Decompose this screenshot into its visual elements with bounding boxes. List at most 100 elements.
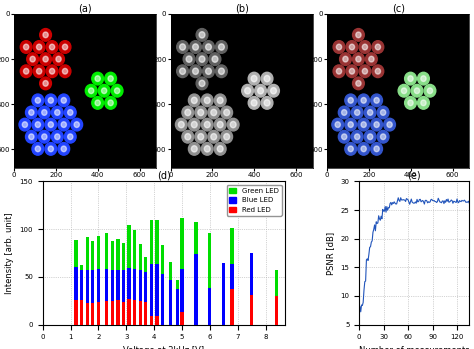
Circle shape — [337, 68, 342, 74]
Circle shape — [59, 41, 71, 53]
Circle shape — [358, 94, 370, 107]
Circle shape — [52, 106, 63, 119]
Circle shape — [108, 76, 113, 81]
Circle shape — [35, 146, 40, 152]
Bar — [110, 301, 114, 325]
Circle shape — [365, 131, 376, 143]
Circle shape — [208, 106, 219, 119]
Bar — [122, 302, 125, 325]
Circle shape — [338, 131, 350, 143]
Circle shape — [208, 131, 219, 143]
Circle shape — [95, 76, 100, 81]
Circle shape — [408, 76, 413, 81]
Circle shape — [33, 41, 45, 53]
Bar — [250, 253, 253, 325]
Circle shape — [204, 97, 210, 104]
Circle shape — [56, 56, 61, 62]
Circle shape — [361, 122, 366, 127]
Circle shape — [261, 97, 273, 109]
Bar — [128, 225, 131, 325]
Circle shape — [175, 118, 187, 131]
Circle shape — [258, 88, 264, 94]
Circle shape — [355, 110, 360, 115]
Circle shape — [346, 65, 358, 77]
Circle shape — [63, 68, 68, 74]
Circle shape — [351, 131, 363, 143]
Circle shape — [217, 97, 223, 104]
Circle shape — [358, 142, 370, 155]
Circle shape — [251, 75, 257, 82]
Y-axis label: PSNR [dB]: PSNR [dB] — [326, 231, 335, 275]
Bar — [116, 239, 119, 325]
Circle shape — [212, 56, 218, 62]
Circle shape — [351, 106, 363, 119]
Circle shape — [401, 88, 407, 94]
Circle shape — [418, 72, 429, 85]
Bar — [86, 237, 89, 325]
Circle shape — [55, 134, 60, 140]
Circle shape — [61, 122, 66, 127]
Bar — [138, 301, 142, 325]
Circle shape — [191, 121, 197, 128]
Circle shape — [345, 118, 356, 131]
Circle shape — [405, 97, 416, 109]
Bar — [91, 303, 94, 325]
Bar — [230, 265, 234, 325]
Circle shape — [24, 44, 29, 50]
Circle shape — [251, 100, 257, 106]
Circle shape — [384, 118, 395, 131]
Circle shape — [381, 134, 386, 140]
Bar — [155, 220, 159, 325]
Circle shape — [40, 29, 52, 41]
Circle shape — [114, 88, 120, 94]
Circle shape — [199, 80, 205, 87]
Circle shape — [343, 56, 348, 62]
Circle shape — [24, 68, 29, 74]
Circle shape — [186, 56, 192, 62]
Circle shape — [74, 122, 79, 127]
Circle shape — [211, 109, 217, 116]
Circle shape — [408, 100, 413, 106]
Bar — [74, 240, 78, 325]
Circle shape — [230, 121, 236, 128]
Bar — [169, 262, 173, 325]
Bar — [128, 299, 131, 325]
Circle shape — [264, 75, 270, 82]
Circle shape — [26, 106, 37, 119]
Circle shape — [421, 100, 426, 106]
Bar — [250, 295, 253, 325]
Title: (e): (e) — [407, 171, 421, 181]
Bar — [74, 267, 78, 325]
Circle shape — [377, 131, 389, 143]
Circle shape — [356, 56, 361, 62]
Circle shape — [356, 81, 361, 86]
Bar — [122, 244, 125, 325]
Circle shape — [98, 84, 110, 97]
Circle shape — [204, 146, 210, 152]
Bar — [116, 270, 119, 325]
Circle shape — [59, 65, 71, 77]
Circle shape — [192, 44, 199, 50]
Circle shape — [214, 142, 226, 155]
Circle shape — [367, 134, 373, 140]
Bar — [180, 312, 183, 325]
Bar — [116, 300, 119, 325]
Circle shape — [367, 110, 373, 115]
Circle shape — [55, 110, 60, 115]
Circle shape — [405, 72, 416, 85]
Circle shape — [30, 56, 35, 62]
Circle shape — [92, 97, 103, 109]
Bar — [144, 302, 147, 325]
Circle shape — [71, 118, 82, 131]
Circle shape — [20, 41, 32, 53]
Circle shape — [48, 146, 54, 152]
Circle shape — [248, 72, 260, 85]
Circle shape — [43, 32, 48, 38]
Bar — [110, 270, 114, 325]
Circle shape — [105, 97, 117, 109]
X-axis label: Voltage at 2kHz [V]: Voltage at 2kHz [V] — [123, 346, 204, 349]
Circle shape — [199, 32, 205, 38]
Bar — [128, 268, 131, 325]
Circle shape — [32, 118, 44, 131]
Circle shape — [209, 53, 221, 66]
